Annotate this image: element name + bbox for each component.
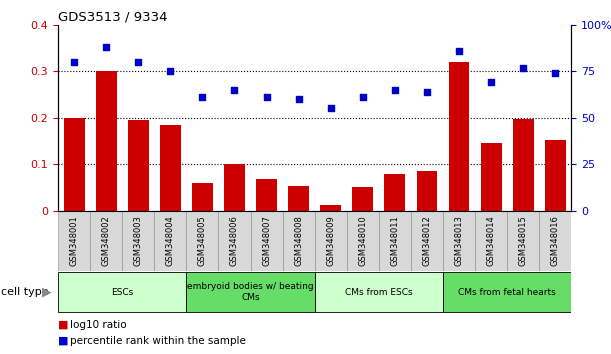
Text: GSM348010: GSM348010 (358, 216, 367, 266)
Bar (320, 205, 341, 211)
Text: GSM348015: GSM348015 (519, 216, 528, 266)
Bar (251, 211, 283, 271)
Bar (283, 211, 315, 271)
Bar (443, 211, 475, 271)
Point (422, 89, 432, 95)
Point (230, 87, 240, 93)
Bar (155, 211, 186, 271)
Bar (192, 183, 213, 211)
Bar (384, 175, 405, 211)
Text: ■: ■ (58, 320, 68, 330)
Bar (128, 120, 148, 211)
Point (69, 59, 79, 65)
Point (133, 59, 143, 65)
Text: GSM348007: GSM348007 (262, 216, 271, 266)
Bar (186, 272, 315, 313)
Bar (507, 211, 540, 271)
Point (294, 96, 304, 102)
Bar (122, 211, 155, 271)
Text: GSM348014: GSM348014 (486, 216, 496, 266)
Bar (545, 140, 566, 211)
Text: GSM348009: GSM348009 (326, 216, 335, 266)
Bar (411, 211, 443, 271)
Bar (96, 71, 117, 211)
Bar (513, 119, 533, 211)
Point (358, 95, 368, 100)
Bar (64, 118, 84, 211)
Bar (315, 272, 443, 313)
Text: GSM348004: GSM348004 (166, 216, 175, 266)
Point (390, 87, 400, 93)
Text: embryoid bodies w/ beating
CMs: embryoid bodies w/ beating CMs (187, 282, 314, 302)
Bar (443, 272, 571, 313)
Text: percentile rank within the sample: percentile rank within the sample (70, 336, 246, 346)
Point (518, 65, 528, 70)
Text: GSM348002: GSM348002 (101, 216, 111, 266)
Bar (448, 62, 469, 211)
Text: GSM348008: GSM348008 (294, 216, 303, 266)
Bar (540, 211, 571, 271)
Bar (256, 179, 277, 211)
Text: GSM348012: GSM348012 (422, 216, 431, 266)
Point (262, 95, 271, 100)
Bar (58, 211, 90, 271)
Text: ESCs: ESCs (111, 287, 133, 297)
Point (486, 80, 496, 85)
Bar (417, 171, 437, 211)
Point (454, 48, 464, 53)
Bar (379, 211, 411, 271)
Text: ■: ■ (58, 336, 68, 346)
Text: GSM348001: GSM348001 (70, 216, 79, 266)
Text: log10 ratio: log10 ratio (70, 320, 127, 330)
Text: ▶: ▶ (42, 286, 51, 298)
Point (197, 95, 207, 100)
Text: CMs from ESCs: CMs from ESCs (345, 287, 412, 297)
Bar (353, 187, 373, 211)
Text: CMs from fetal hearts: CMs from fetal hearts (458, 287, 556, 297)
Text: GDS3513 / 9334: GDS3513 / 9334 (58, 11, 167, 24)
Text: cell type: cell type (1, 287, 48, 297)
Bar (315, 211, 347, 271)
Point (166, 68, 175, 74)
Text: GSM348006: GSM348006 (230, 216, 239, 266)
Bar (475, 211, 507, 271)
Bar (481, 143, 502, 211)
Bar (347, 211, 379, 271)
Bar (219, 211, 251, 271)
Point (101, 44, 111, 50)
Bar (90, 211, 122, 271)
Text: GSM348016: GSM348016 (551, 216, 560, 266)
Text: GSM348003: GSM348003 (134, 216, 143, 266)
Bar (224, 164, 245, 211)
Text: GSM348011: GSM348011 (390, 216, 400, 266)
Bar (288, 186, 309, 211)
Point (551, 70, 560, 76)
Point (326, 105, 335, 111)
Bar (58, 272, 186, 313)
Text: GSM348005: GSM348005 (198, 216, 207, 266)
Bar (160, 125, 181, 211)
Bar (186, 211, 219, 271)
Text: GSM348013: GSM348013 (455, 216, 464, 266)
